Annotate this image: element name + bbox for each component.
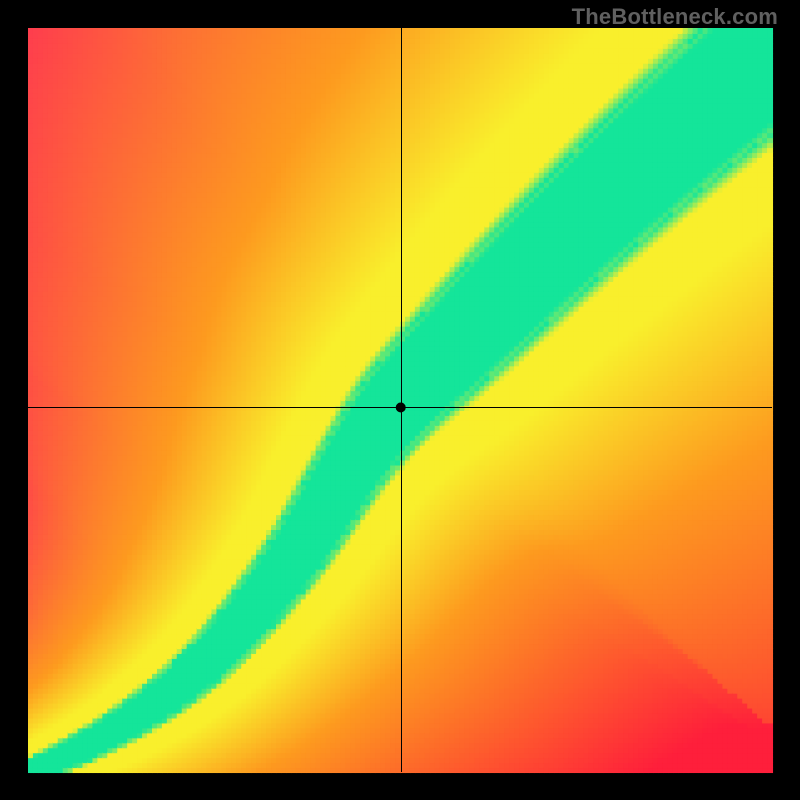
watermark-text: TheBottleneck.com	[572, 4, 778, 30]
chart-container: TheBottleneck.com	[0, 0, 800, 800]
bottleneck-heatmap-canvas	[0, 0, 800, 800]
